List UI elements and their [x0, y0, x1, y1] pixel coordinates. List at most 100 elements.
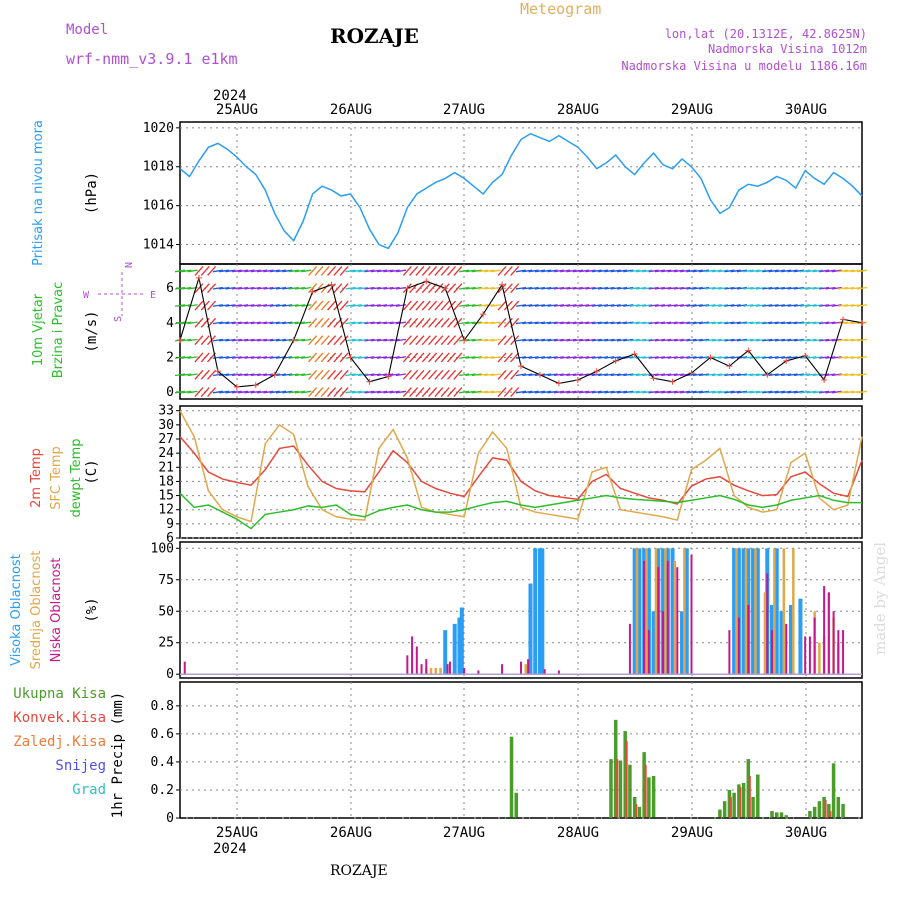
precip-total-bar — [808, 810, 812, 818]
wind-barb — [768, 321, 779, 325]
wind-barb — [604, 373, 615, 377]
wind-barb — [680, 269, 691, 273]
mid-cloud-bar — [792, 548, 795, 675]
wind-barb — [560, 304, 571, 307]
precip-total-bar — [756, 774, 760, 818]
wind-barb — [370, 373, 381, 377]
wind-barb — [484, 373, 495, 377]
low-cloud-bar — [827, 592, 830, 675]
wind-barb — [806, 390, 817, 394]
wind-barb — [421, 369, 431, 380]
wind-barb — [269, 321, 280, 325]
wind-barb — [787, 356, 798, 359]
wind-barb — [560, 390, 571, 394]
day-label-top: 28AUG — [557, 102, 599, 118]
wind-barb — [503, 352, 513, 363]
wind-barb — [231, 338, 242, 342]
wind-barb — [364, 286, 375, 290]
wind-barb — [661, 373, 672, 377]
wind-barb — [724, 373, 735, 377]
wind-barb — [781, 373, 792, 377]
wind-barb — [212, 304, 223, 307]
wind-barb — [610, 269, 621, 273]
wind-barb — [856, 304, 868, 307]
wind-barb — [478, 390, 489, 394]
wind-barb — [831, 304, 842, 307]
wind-barb — [320, 369, 330, 380]
wind-barb — [490, 390, 501, 394]
wind-barb — [383, 390, 394, 394]
wind-barb — [484, 269, 495, 273]
wind-barb — [800, 269, 811, 273]
wind-barb — [705, 390, 716, 394]
wind-barb — [837, 338, 849, 342]
wind-barb — [421, 352, 431, 363]
wind-barb — [465, 269, 476, 273]
wind-barb — [781, 269, 792, 273]
wind-barb — [200, 387, 210, 398]
y-tick-label: 27 — [158, 432, 174, 447]
wind-barb — [465, 356, 476, 359]
wind-barb — [269, 286, 280, 290]
compass-north: N — [122, 262, 133, 268]
wind-barb — [541, 269, 552, 273]
wind-barb — [181, 269, 192, 273]
wind-barb — [174, 373, 186, 377]
wind-barb — [181, 390, 192, 394]
wind-barb — [806, 304, 817, 307]
precip-total-bar — [841, 803, 845, 818]
y-tick-label: 0.8 — [151, 699, 174, 714]
wind-barb — [320, 283, 330, 294]
wind-barb — [736, 286, 748, 290]
wind-barb — [635, 373, 647, 377]
wind-barb — [503, 369, 513, 380]
wind-barb — [320, 352, 330, 363]
wind-barb — [207, 387, 217, 398]
coords-text: lon,lat (20.1312E, 42.8625N) — [665, 27, 867, 41]
wind-barb — [282, 269, 293, 273]
wind-barb — [434, 283, 444, 294]
precip-total-bar — [514, 792, 519, 818]
wind-barb — [699, 373, 710, 377]
wind-barb — [680, 321, 691, 325]
wind-barb — [762, 304, 773, 307]
wind-barb — [604, 338, 615, 342]
wind-barb — [585, 269, 596, 273]
wind-barb — [762, 286, 773, 290]
wind-barb — [692, 390, 703, 394]
low-cloud-bar — [662, 611, 665, 675]
wind-barb — [415, 265, 425, 276]
wind-barb — [699, 304, 710, 307]
wind-barb — [275, 269, 287, 273]
wind-barb — [314, 387, 324, 398]
wind-barb — [181, 304, 192, 307]
wind-barb — [497, 352, 507, 363]
wind-gust-marker — [385, 373, 392, 380]
wind-barb — [447, 317, 457, 328]
wind-barb — [428, 387, 438, 398]
wind-barb — [837, 321, 849, 325]
wind-barb — [503, 265, 513, 276]
wind-barb — [648, 373, 659, 377]
wind-barb — [730, 269, 741, 273]
high-cloud-bar — [533, 548, 538, 675]
wind-barb — [194, 387, 204, 398]
wind-barb — [642, 304, 653, 307]
wind-barb — [850, 338, 861, 342]
wind-barb — [187, 338, 198, 342]
wind-barb — [717, 269, 729, 273]
wind-barb — [610, 321, 621, 325]
wind-barb — [560, 338, 571, 342]
wind-barb — [522, 356, 533, 359]
wind-barb — [711, 390, 722, 394]
wind-barb — [831, 269, 842, 273]
wind-barb — [358, 390, 369, 394]
y-tick-label: 24 — [158, 446, 174, 461]
wind-barb — [528, 338, 539, 342]
wind-barb — [434, 352, 444, 363]
wind-barb — [661, 321, 672, 325]
wind-barb — [541, 286, 552, 290]
wind-barb — [547, 304, 558, 307]
wind-barb — [200, 300, 210, 311]
